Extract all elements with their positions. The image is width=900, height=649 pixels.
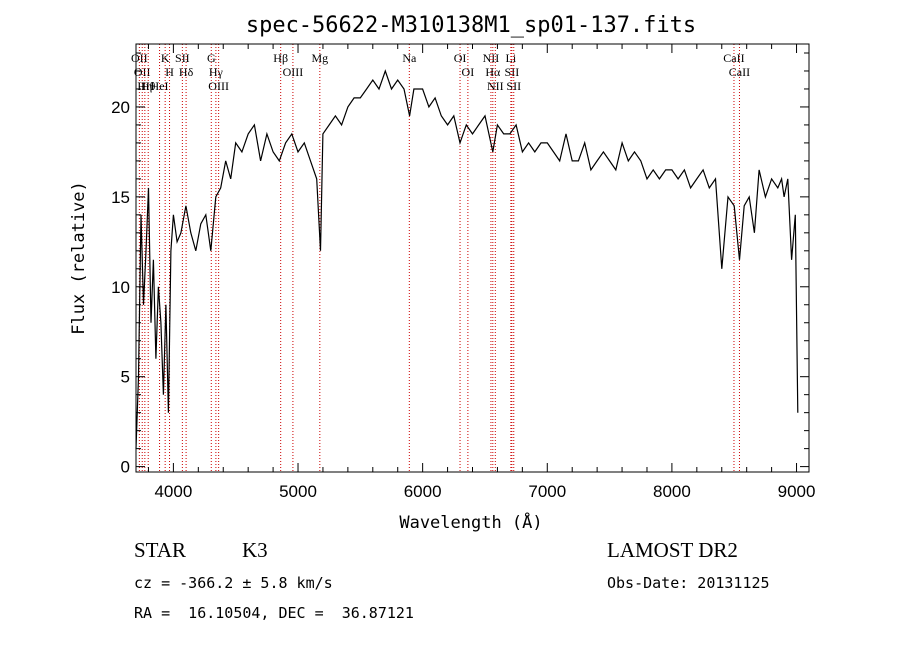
object-class: STAR xyxy=(134,538,186,562)
y-tick-label: 5 xyxy=(121,368,130,387)
x-tick-label: 9000 xyxy=(778,482,816,501)
ra-dec: RA = 16.10504, DEC = 36.87121 xyxy=(134,604,414,622)
line-marker-label: OI xyxy=(462,65,475,79)
line-marker-label: Hβ xyxy=(273,51,288,65)
object-subclass: K3 xyxy=(242,538,268,562)
line-marker-label: Hγ xyxy=(209,65,224,79)
survey-name: LAMOST DR2 xyxy=(607,538,738,562)
line-marker-label: OI xyxy=(454,51,467,65)
x-tick-label: 8000 xyxy=(653,482,691,501)
redshift-cz: cz = -366.2 ± 5.8 km/s xyxy=(134,574,333,592)
line-marker-label: Na xyxy=(402,51,417,65)
line-marker-label: OIII xyxy=(208,79,229,93)
y-tick-label: 10 xyxy=(111,278,130,297)
line-marker-label: Mg xyxy=(311,51,328,65)
line-marker-label: OII xyxy=(131,51,148,65)
y-tick-label: 15 xyxy=(111,188,130,207)
line-marker-label: NII xyxy=(483,51,500,65)
line-marker-label: OII xyxy=(134,65,151,79)
x-axis-label: Wavelength (Å) xyxy=(399,511,542,533)
line-marker-label: NII xyxy=(487,79,504,93)
observation-date: Obs-Date: 20131125 xyxy=(607,574,770,592)
line-marker-label: CaII xyxy=(723,51,744,65)
y-axis-label: Flux (relative) xyxy=(69,181,89,335)
line-marker-label: CaII xyxy=(729,65,750,79)
line-marker-label: SII xyxy=(175,51,190,65)
line-marker-label: H xyxy=(165,65,174,79)
line-marker-label: K xyxy=(161,51,170,65)
x-axis: 4000 5000 6000 7000 8000 9000 xyxy=(147,44,816,501)
x-tick-label: 4000 xyxy=(154,482,192,501)
line-marker-label: Hδ xyxy=(179,65,194,79)
plot-area xyxy=(135,69,799,449)
spectrum-line xyxy=(135,69,799,449)
x-tick-label: 6000 xyxy=(404,482,442,501)
y-axis: 0 5 10 15 20 xyxy=(111,52,809,477)
y-tick-label: 20 xyxy=(111,98,130,117)
chart-title: spec-56622-M310138M1_sp01-137.fits xyxy=(246,13,696,38)
x-tick-label: 5000 xyxy=(279,482,317,501)
line-marker-label: Li xyxy=(506,51,517,65)
line-marker-label: HeI xyxy=(151,79,169,93)
line-marker-label: SII xyxy=(506,79,521,93)
x-tick-label: 7000 xyxy=(528,482,566,501)
plot-frame xyxy=(135,43,810,473)
line-marker-label: SII xyxy=(505,65,520,79)
line-marker-label: OIII xyxy=(283,65,304,79)
line-marker-label: Hθ xyxy=(141,79,156,93)
line-marker-label: G xyxy=(207,51,216,65)
line-marker-label: Hα xyxy=(485,65,501,79)
y-tick-label: 0 xyxy=(121,458,130,477)
